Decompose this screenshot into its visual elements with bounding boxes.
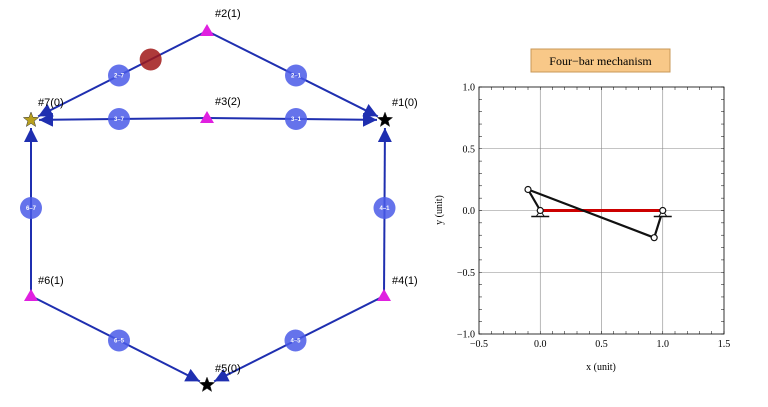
mechanism-plot	[524, 185, 672, 242]
edge-label: 6–7	[26, 206, 37, 212]
edge-label: 6–5	[114, 339, 125, 345]
node-7-label: #7(0)	[38, 97, 64, 109]
edge-badge: 3–7	[108, 108, 130, 130]
node-6-triangle-marker	[24, 289, 38, 301]
node-2-triangle-marker	[200, 24, 214, 36]
edge-label: 4–5	[290, 339, 301, 345]
axis-ticks: −0.5 0.0 0.5 1.0 1.5−1.0−0.50.00.51.0	[457, 83, 730, 351]
edge-badge-circle	[284, 329, 307, 352]
y-tick-label: 0.5	[463, 144, 476, 155]
edge-badge-circle	[285, 64, 307, 87]
x-tick-label: 0.5	[595, 339, 608, 350]
node-3-triangle-marker	[200, 111, 214, 123]
joint	[536, 206, 544, 215]
edge-badges: 2–1 2–7 3–1 3–7 4–1 4–5 6–5 6–7	[20, 48, 396, 352]
edge-badge: 3–1	[285, 108, 307, 130]
highlight-dot	[139, 48, 162, 71]
edge-badge: 4–1	[373, 197, 396, 219]
node-labels: #1(0) #2(1) #3(2) #4(1) #5(0) #6(1) #7(0)	[38, 8, 418, 375]
node-1-star-marker	[376, 111, 394, 128]
joint	[650, 234, 658, 242]
x-axis-title: x (unit)	[586, 362, 616, 373]
node-2-label: #2(1)	[215, 8, 241, 20]
edge-badge-circle	[20, 197, 42, 219]
edge-badge: 2–7	[108, 64, 130, 87]
y-axis-title: y (unit)	[434, 195, 445, 225]
node-7-star-marker	[22, 111, 40, 128]
edge-label: 2–7	[114, 74, 125, 80]
chart-title-box	[530, 48, 671, 73]
edge-badge: 6–5	[108, 329, 130, 352]
edge-badge: 6–7	[20, 197, 42, 219]
graph-edges	[24, 30, 392, 383]
edge-badge-circle	[108, 329, 130, 352]
edge-badge: 4–5	[284, 329, 307, 352]
edge-label: 3–1	[291, 117, 302, 123]
joint	[524, 185, 532, 194]
edge-badge: 2–1	[285, 64, 307, 87]
mechanism-links	[526, 188, 664, 239]
edge-label: 2–1	[291, 74, 302, 80]
edge-badge-circle	[108, 64, 130, 87]
x-tick-label: 1.5	[718, 339, 731, 350]
chart-title: Four−bar mechanism	[549, 54, 652, 68]
graph-nodes	[22, 24, 394, 393]
y-tick-label: 1.0	[463, 83, 476, 94]
node-1-label: #1(0)	[392, 97, 418, 109]
node-4-triangle-marker	[377, 289, 391, 301]
edge-badge-circle	[373, 197, 396, 219]
edge-label: 4–1	[379, 206, 390, 212]
node-4-label: #4(1)	[392, 275, 418, 287]
y-tick-label: 0.0	[463, 206, 476, 217]
edge-badge-circle	[108, 108, 130, 130]
joint	[659, 206, 667, 215]
y-tick-label: −1.0	[457, 330, 475, 341]
x-tick-label: 0.0	[534, 339, 547, 350]
edge-label: 3–7	[114, 117, 125, 123]
four-bar-chart: Four−bar mechanism −0.5 0.0 0.5 1.0 1.5−1.0−…	[434, 48, 730, 373]
node-3-label: #3(2)	[215, 96, 241, 108]
x-tick-label: 1.0	[657, 339, 670, 350]
y-tick-label: −0.5	[457, 268, 475, 279]
edge-badge-circle	[285, 108, 307, 130]
node-5-label: #5(0)	[215, 363, 241, 375]
node-6-label: #6(1)	[38, 275, 64, 287]
mechanism-graph: 2–1 2–7 3–1 3–7 4–1 4–5 6–5 6–7 #1(0) #2(1) #3(2)…	[20, 8, 418, 393]
x-tick-label: −0.5	[470, 339, 488, 350]
node-5-star-marker	[198, 376, 216, 393]
